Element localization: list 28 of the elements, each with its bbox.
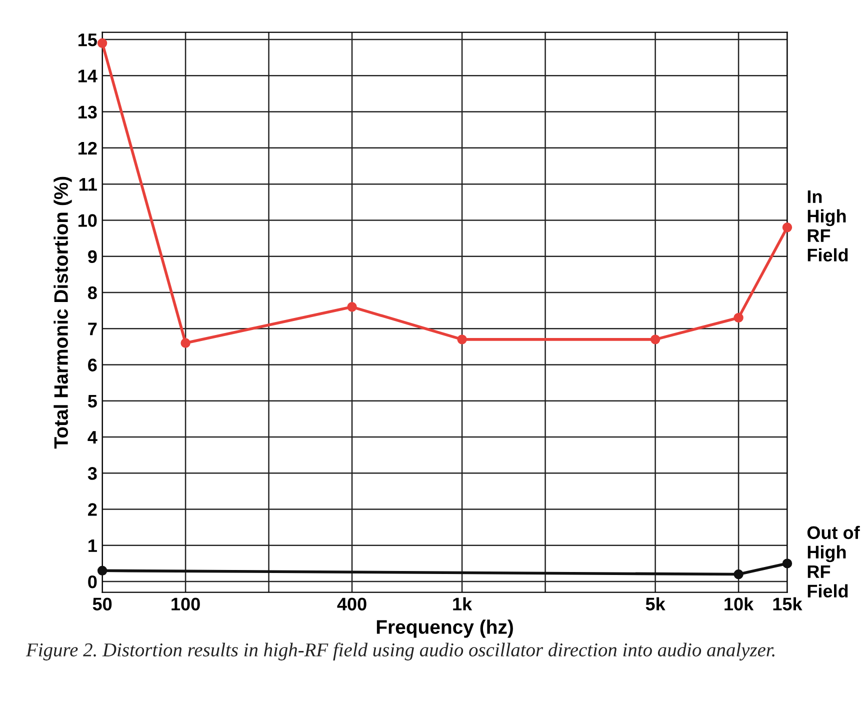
- y-tick-label: 7: [88, 322, 97, 336]
- y-tick-label: 12: [78, 142, 97, 154]
- caption: Figure 2. Distortion results in high-RF field using audio oscillator direction into audio analyzer.: [26, 642, 774, 660]
- x-tick-label: 5k: [646, 597, 666, 610]
- y-tick-label: 5: [88, 394, 97, 408]
- x-tick-label: 1k: [453, 597, 472, 610]
- y-axis-title: Total Harmonic Distortion (%): [54, 176, 72, 449]
- y-tick-label: 0: [88, 575, 97, 588]
- x-axis-title: Frequency (hz): [376, 620, 513, 638]
- y-tick-label: 15: [78, 34, 97, 46]
- y-tick-label: 3: [88, 467, 97, 480]
- x-tick-label: 100: [172, 598, 200, 610]
- y-tick-label: 2: [88, 503, 97, 516]
- y-tick-label: 10: [78, 214, 97, 227]
- y-tick-label: 8: [88, 286, 97, 300]
- y-tick-label: 9: [88, 250, 97, 264]
- y-tick-label: 14: [78, 70, 98, 82]
- y-tick-label: 6: [88, 358, 97, 372]
- y-tick-label: 1: [88, 540, 97, 552]
- x-tick-label: 10k: [724, 597, 754, 610]
- series-label: Out of High RF Field: [807, 526, 860, 598]
- x-tick-label: 15k: [773, 597, 802, 610]
- x-tick-label: 400: [337, 598, 366, 610]
- y-tick-label: 13: [78, 106, 97, 119]
- y-tick-label: 4: [88, 431, 98, 444]
- series-label: In High RF Field: [808, 190, 848, 262]
- y-tick-label: 11: [79, 178, 97, 191]
- x-tick-label: 50: [92, 598, 112, 610]
